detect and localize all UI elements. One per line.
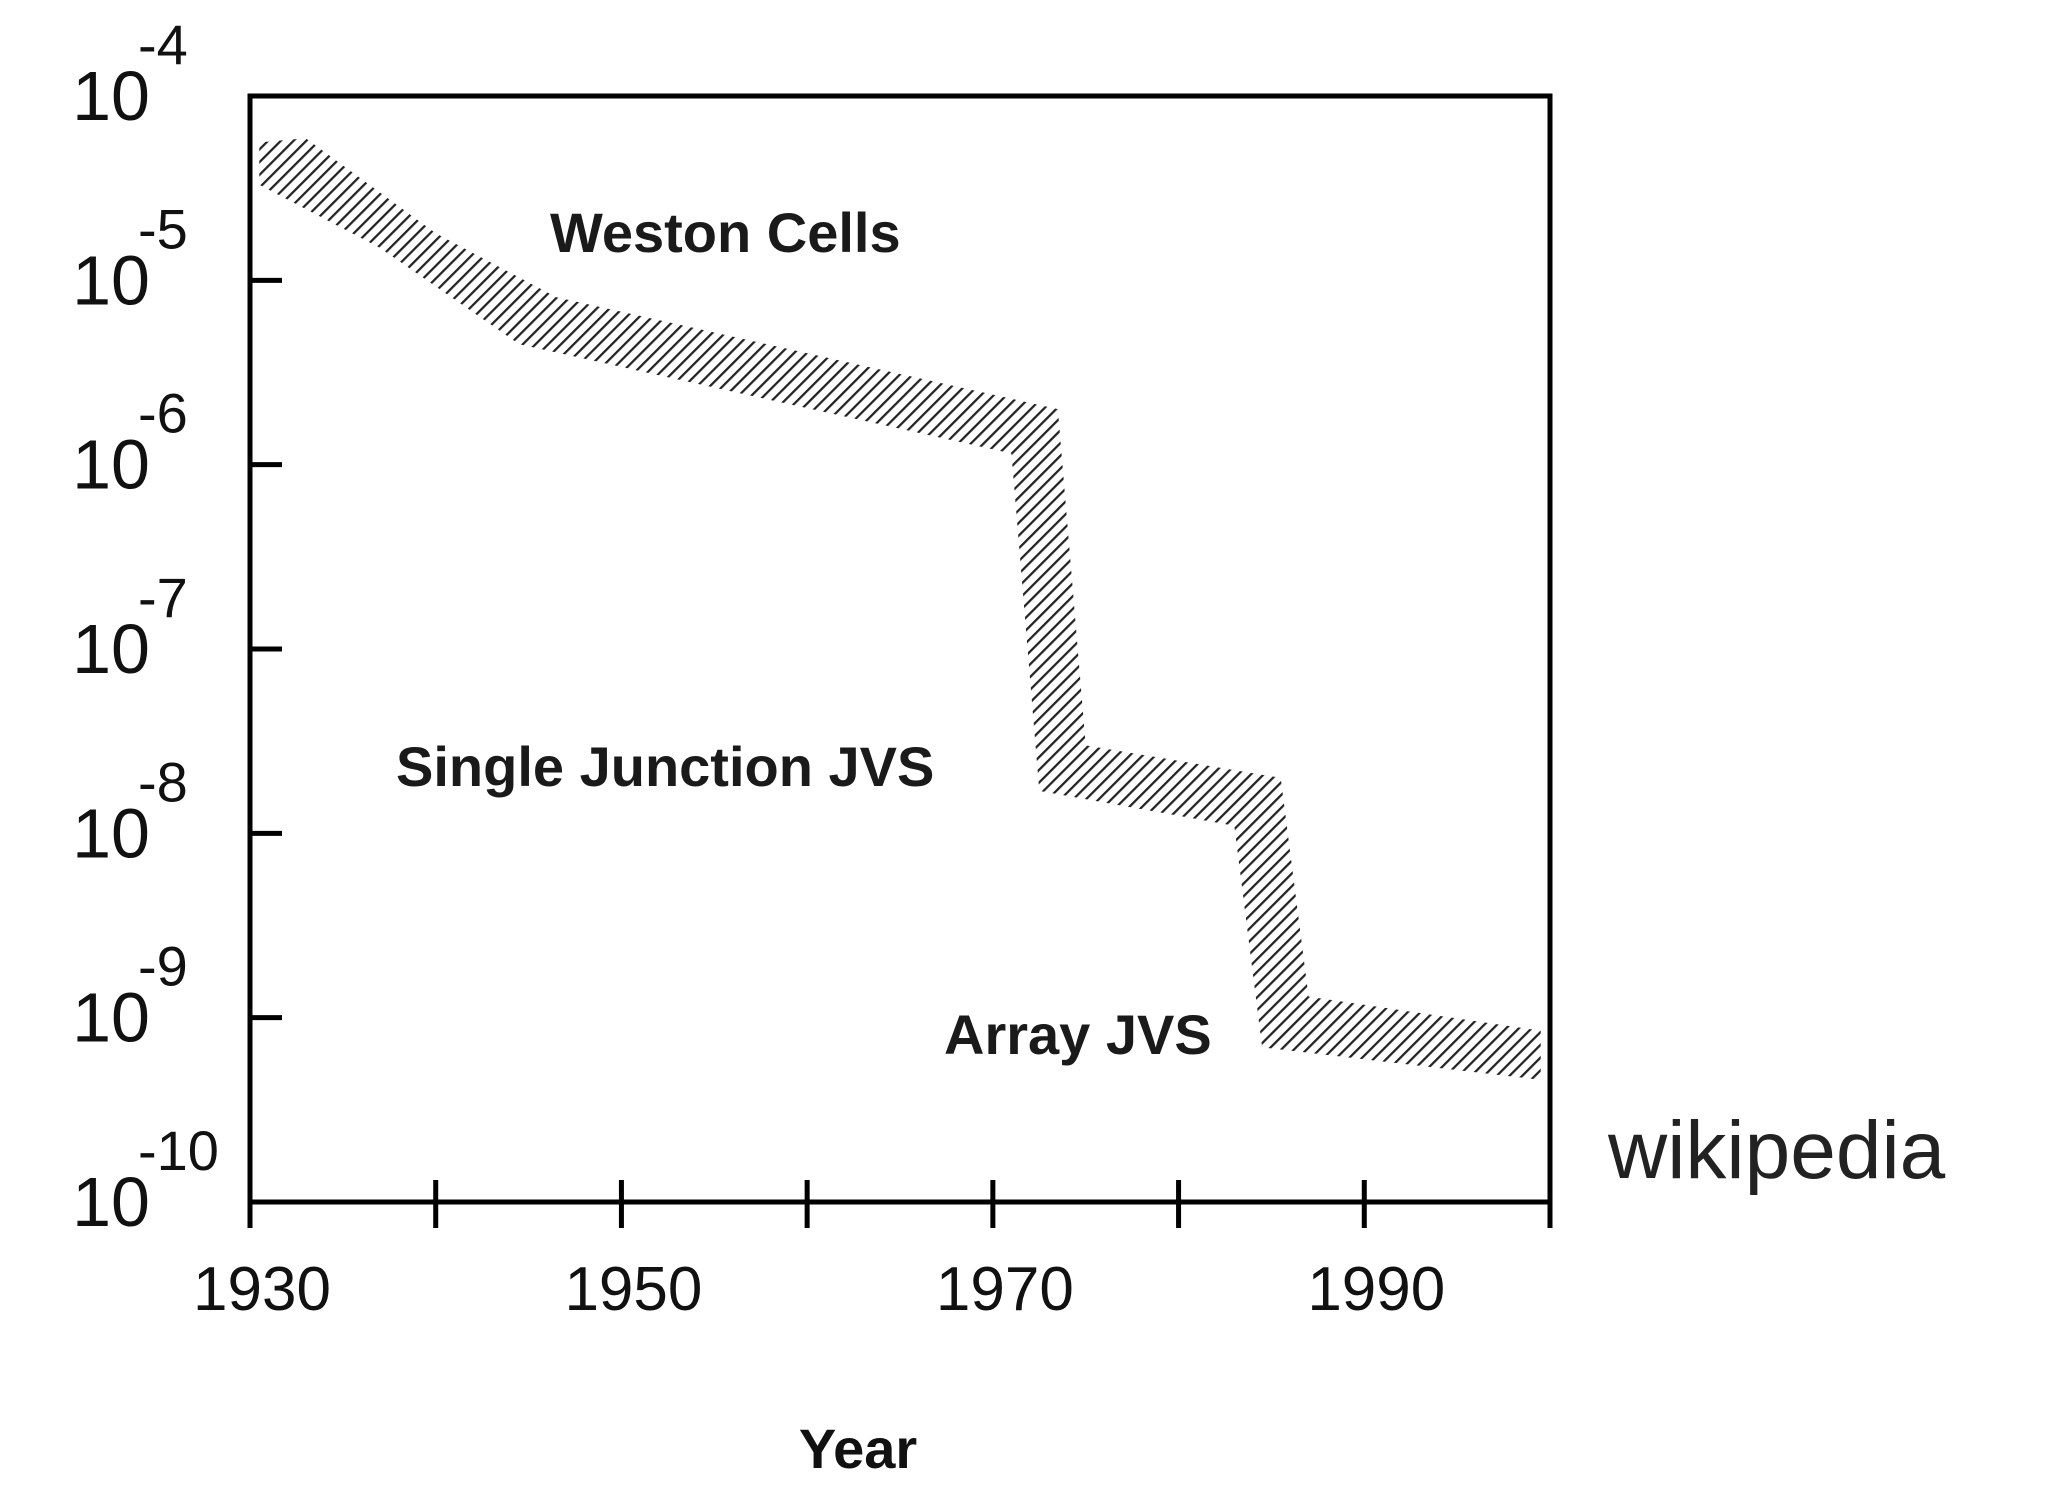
y-tick-exponent: -7: [138, 566, 188, 629]
x-tick-label: 1970: [936, 1255, 1074, 1324]
y-tick-label: 10: [72, 57, 150, 135]
y-tick-exponent: -8: [138, 750, 188, 813]
y-tick-exponent: -5: [138, 197, 188, 260]
annotation: Single Junction JVS: [396, 735, 934, 798]
uncertainty-band: [259, 138, 1541, 1080]
y-tick-label: 10: [72, 426, 150, 504]
x-axis-title: Year: [799, 1417, 917, 1480]
annotation: Array JVS: [944, 1003, 1212, 1066]
x-tick-label: 1950: [564, 1255, 702, 1324]
credit: wikipedia: [1607, 1105, 1946, 1196]
annotation: Weston Cells: [550, 201, 901, 264]
y-tick-exponent: -6: [138, 382, 188, 445]
y-tick-exponent: -10: [138, 1119, 219, 1182]
y-tick-exponent: -4: [138, 13, 188, 76]
y-tick-label: 10: [72, 1163, 150, 1241]
y-tick-label: 10: [72, 610, 150, 688]
y-tick-label: 10: [72, 979, 150, 1057]
y-tick-exponent: -9: [138, 935, 188, 998]
y-tick-label: 10: [72, 794, 150, 872]
y-tick-label: 10: [72, 241, 150, 319]
x-tick-label: 1930: [193, 1255, 331, 1324]
x-tick-label: 1990: [1307, 1255, 1445, 1324]
